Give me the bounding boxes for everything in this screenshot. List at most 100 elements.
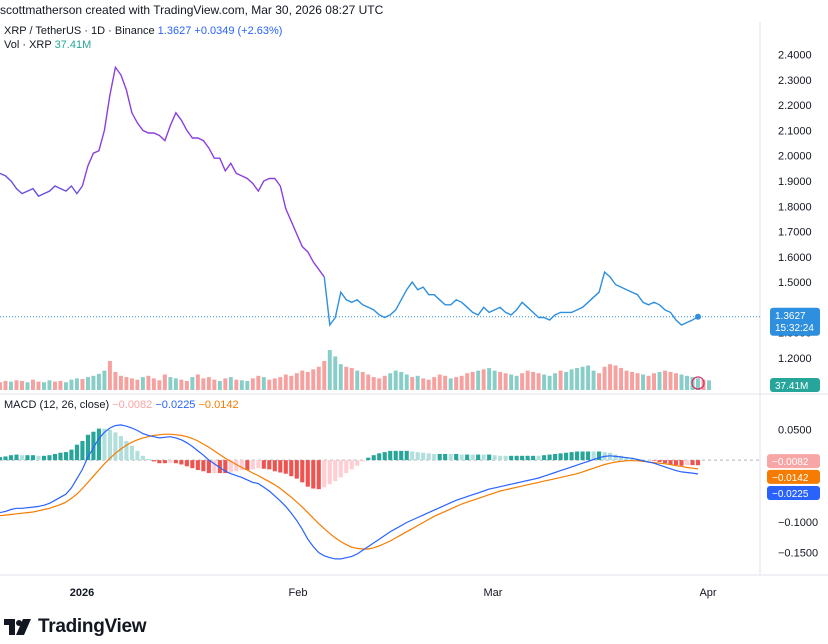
macd-histogram-bar	[404, 450, 409, 461]
macd-histogram-bar	[382, 452, 387, 461]
macd-indicator-label[interactable]: MACD (12, 26, close)	[4, 399, 110, 411]
volume-bar	[432, 377, 437, 390]
volume-bar	[316, 366, 321, 390]
macd-histogram-bar	[3, 456, 8, 461]
volume-bar	[597, 373, 602, 390]
macd-histogram-bar	[19, 455, 25, 461]
volume-bar	[85, 377, 90, 390]
macd-histogram-bar	[124, 440, 129, 461]
created-by-text: scottmatherson created with TradingView.…	[0, 3, 384, 17]
macd-histogram-bar	[256, 460, 261, 469]
volume-bar	[657, 371, 662, 390]
macd-histogram-bar	[14, 454, 19, 461]
price-tick-label: 2.1000	[778, 125, 812, 137]
volume-bar	[503, 373, 508, 390]
volume-bar	[124, 377, 129, 390]
macd-histogram-bar	[311, 460, 316, 489]
macd-histogram-bar	[690, 460, 695, 466]
symbol-label[interactable]: XRP / TetherUS · 1D · Binance	[4, 25, 155, 37]
volume-bar	[0, 382, 2, 390]
macd-histogram-bar	[223, 460, 228, 474]
volume-legend[interactable]: Vol · XRP 37.41M	[4, 39, 91, 51]
macd-histogram-bar	[662, 460, 668, 464]
macd-histogram-bar	[245, 460, 250, 471]
macd-histogram-bar	[36, 455, 41, 461]
volume-bar	[663, 370, 668, 390]
macd-histogram-bar	[300, 460, 305, 483]
macd-histogram-bar	[492, 455, 497, 461]
macd-histogram-bar	[624, 457, 629, 461]
macd-histogram-bar	[30, 455, 36, 461]
chart-header: scottmatherson created with TradingView.…	[0, 0, 828, 22]
volume-label[interactable]: Vol · XRP	[4, 39, 52, 51]
macd-histogram-bar	[426, 453, 431, 461]
volume-bar	[382, 375, 387, 390]
macd-legend[interactable]: MACD (12, 26, close) −0.0082 −0.0225 −0.…	[4, 399, 239, 411]
volume-bar	[564, 371, 569, 390]
volume-bar	[179, 379, 184, 390]
macd-histogram-bar	[184, 460, 189, 467]
volume-bar	[135, 379, 140, 390]
volume-bar	[415, 375, 420, 390]
volume-bar	[47, 380, 52, 390]
volume-bar	[173, 378, 178, 390]
macd-histogram-bar	[173, 460, 178, 464]
macd-histogram-bar	[410, 451, 415, 461]
volume-bar	[470, 371, 475, 390]
macd-histogram-bar	[80, 440, 85, 461]
volume-bar	[481, 369, 486, 390]
volume-bar	[239, 380, 244, 390]
macd-histogram-bar	[569, 452, 574, 461]
volume-bar	[498, 371, 503, 390]
macd-histogram-bar	[553, 453, 558, 461]
macd-histogram-bar	[443, 453, 448, 461]
macd-histogram-bar	[498, 455, 503, 461]
macd-hist-tag	[767, 454, 820, 469]
volume-bar	[399, 371, 404, 390]
macd-histogram-bar	[129, 445, 134, 461]
volume-bar	[256, 375, 261, 390]
volume-bar	[36, 381, 41, 390]
symbol-legend[interactable]: XRP / TetherUS · 1D · Binance 1.3627 +0.…	[4, 25, 282, 37]
volume-bar	[377, 378, 382, 390]
volume-bar	[487, 368, 492, 390]
macd-histogram-bar	[646, 460, 651, 461]
volume-bar	[531, 371, 536, 390]
volume-bar	[151, 378, 156, 390]
volume-bar	[261, 377, 266, 390]
volume-bar	[223, 378, 228, 390]
macd-tick-label: −0.1000	[778, 517, 818, 529]
macd-histogram-value: −0.0082	[112, 399, 153, 411]
macd-histogram-bar	[684, 460, 690, 466]
macd-histogram-bar	[278, 460, 283, 473]
macd-histogram-bar	[151, 460, 156, 462]
macd-histogram-bar	[432, 453, 437, 461]
volume-bar	[283, 374, 288, 390]
macd-histogram-bar	[25, 455, 30, 461]
macd-histogram-bar	[399, 450, 404, 461]
volume-bar	[437, 374, 442, 390]
macd-tick-label: −0.1500	[778, 548, 818, 560]
macd-histogram-bar	[525, 455, 530, 461]
volume-bar	[206, 377, 211, 390]
volume-bar	[41, 382, 46, 390]
volume-bar	[696, 378, 700, 390]
price-tick-label: 2.3000	[778, 75, 812, 87]
volume-bar	[410, 377, 415, 390]
macd-histogram-bar	[294, 460, 299, 479]
volume-tag-text: 37.41M	[775, 381, 808, 392]
macd-histogram-bar	[575, 451, 580, 461]
volume-bar	[157, 380, 162, 390]
volume-bar	[333, 356, 338, 390]
volume-bar	[509, 374, 514, 390]
volume-bar	[679, 374, 684, 390]
macd-histogram-bar	[673, 460, 679, 466]
volume-bar	[190, 377, 195, 390]
macd-hist-tag-text: −0.0082	[772, 457, 809, 468]
volume-bar	[344, 366, 349, 390]
last-price-tag	[770, 307, 820, 336]
macd-histogram-bar	[454, 453, 459, 461]
time-axis-label: Feb	[289, 587, 308, 599]
volume-bar	[58, 380, 63, 390]
